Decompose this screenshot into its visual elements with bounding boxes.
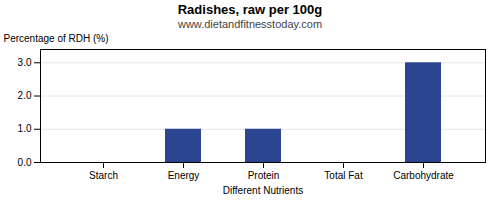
svg-text:0.0: 0.0 — [18, 157, 32, 168]
svg-text:3.0: 3.0 — [18, 57, 32, 68]
svg-text:Energy: Energy — [168, 170, 200, 181]
svg-text:Different Nutrients: Different Nutrients — [223, 185, 303, 196]
html-text:www.dietandfitnesstoday.com: www.dietandfitnesstoday.com — [178, 18, 322, 30]
svg-text:Total Fat: Total Fat — [324, 170, 363, 181]
svg-text:Percentage of RDH (%): Percentage of RDH (%) — [4, 33, 109, 44]
svg-text:1.0: 1.0 — [18, 123, 32, 134]
html-text:Radishes, raw per 100g: Radishes, raw per 100g — [177, 2, 323, 17]
svg-text:Carbohydrate: Carbohydrate — [393, 170, 454, 181]
svg-text:2.0: 2.0 — [18, 90, 32, 101]
svg-text:Protein: Protein — [248, 170, 280, 181]
svg-text:Starch: Starch — [89, 170, 118, 181]
